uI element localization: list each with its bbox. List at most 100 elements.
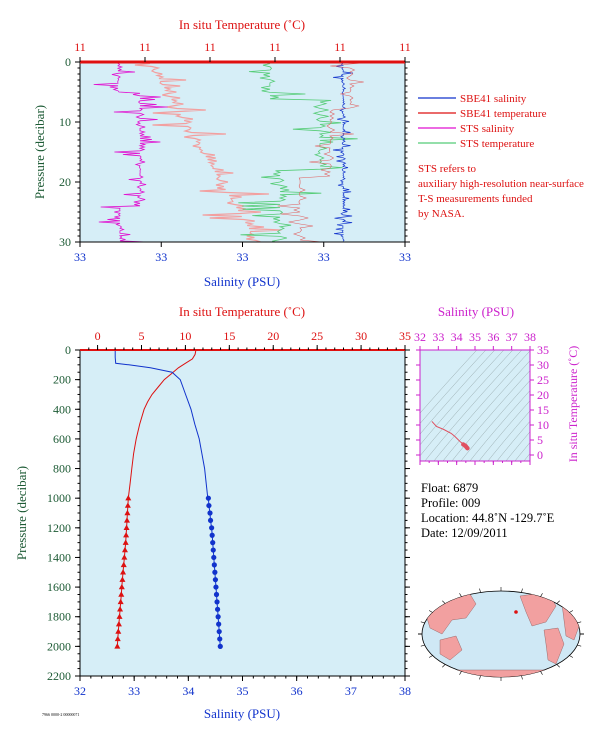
near-surface-xlabel: Salinity (PSU)	[204, 274, 280, 289]
full-profile-y-tick-label: 1400	[47, 550, 71, 564]
ts-density-contour	[487, 410, 530, 461]
ts-profile-point	[465, 446, 470, 451]
sts-note-line: STS refers to	[418, 163, 477, 175]
full-profile-sal-tick-label: 32	[74, 684, 86, 698]
map-frame-tick	[420, 621, 425, 624]
ts-x-tick-label: 32	[414, 330, 426, 344]
ts-y-tick-label: 25	[537, 373, 549, 387]
ts-y-tick-label: 30	[537, 358, 549, 372]
sbe41-temperature-point	[121, 554, 128, 560]
map-frame-ticks	[418, 587, 584, 681]
sbe41-salinity-point	[210, 547, 216, 553]
full-profile-panel: 0200400600800100012001400160018002000220…	[14, 304, 411, 721]
sbe41-salinity-point	[217, 636, 223, 642]
legend-label-sts-salinity: STS salinity	[460, 123, 515, 135]
full-profile-y-tick-label: 1000	[47, 491, 71, 505]
full-profile-temp-tick-label: 20	[267, 329, 279, 343]
full-profile-sal-tick-label: 37	[345, 684, 357, 698]
map-frame-tick	[459, 671, 462, 675]
map-frame-tick	[540, 593, 543, 597]
near-surface-sts-salinity-trace	[93, 62, 168, 242]
near-surface-salmon-trace	[134, 62, 282, 242]
ts-plot-area	[420, 350, 530, 461]
near-surface-bottom-tick-label: 33	[155, 250, 167, 264]
near-surface-top-tick-label: 11	[399, 40, 411, 54]
map-frame-tick	[556, 600, 560, 604]
near-surface-y-tick-label: 20	[59, 175, 71, 189]
sbe41-salinity-point	[209, 532, 215, 538]
ts-traces	[431, 421, 470, 451]
sbe41-temperature-point	[124, 502, 131, 508]
sbe41-temperature-point	[114, 643, 121, 649]
near-surface-bottom-tick-label: 33	[318, 250, 330, 264]
ts-title: Salinity (PSU)	[438, 304, 514, 319]
sbe41-temperature-point	[115, 628, 122, 634]
float-position-marker	[514, 610, 518, 614]
sbe41-temperature-point	[121, 546, 128, 553]
ts-density-contour	[469, 390, 530, 461]
sts-note-line: by NASA.	[418, 208, 465, 220]
sbe41-salinity-point	[214, 599, 220, 605]
near-surface-y-tick-label: 30	[59, 235, 71, 249]
full-profile-sal-tick-label: 36	[291, 684, 303, 698]
near-surface-plot-area	[80, 62, 405, 242]
sbe41-salinity-point	[206, 502, 212, 509]
near-surface-y-tick-label: 10	[59, 115, 71, 129]
near-surface-top-tick-label: 11	[204, 40, 216, 54]
sbe41-temperature-point	[122, 539, 129, 545]
full-profile-ticks: 0200400600800100012001400160018002000220…	[47, 329, 411, 698]
full-profile-y-tick-label: 0	[65, 343, 71, 357]
full-profile-y-tick-label: 1800	[47, 610, 71, 624]
full-profile-plot-area	[80, 350, 405, 676]
near-surface-bottom-tick-label: 33	[74, 250, 86, 264]
ts-x-tick-label: 37	[506, 330, 518, 344]
ts-density-contour	[420, 350, 505, 446]
map-frame-tick	[479, 675, 481, 680]
near-surface-top-tick-label: 11	[139, 40, 151, 54]
sbe41-salinity-point	[205, 495, 211, 501]
near-surface-y-tick-label: 0	[65, 55, 71, 69]
sts-note-line: auxiliary high-resolution near-surface	[418, 178, 584, 190]
ts-density-contours	[420, 350, 530, 461]
map-frame-tick	[521, 675, 523, 680]
map-frame-tick	[428, 655, 433, 658]
near-surface-title: In situ Temperature (˚C)	[179, 17, 305, 32]
full-profile-traces	[114, 350, 223, 649]
full-profile-sal-tick-label: 34	[182, 684, 194, 698]
ts-density-contour	[424, 350, 523, 461]
sbe41-temperature-point	[120, 569, 127, 575]
sbe41-salinity-point	[210, 540, 216, 546]
float-location: Location: 44.8˚N -129.7˚E	[421, 511, 555, 525]
sbe41-salinity-point	[213, 591, 220, 598]
sbe41-salinity-point	[212, 569, 218, 575]
full-profile-y-tick-label: 2200	[47, 669, 71, 683]
world-map	[418, 587, 584, 681]
full-profile-temp-tick-label: 30	[355, 329, 367, 343]
full-profile-y-tick-label: 600	[53, 432, 71, 446]
full-profile-temp-tick-label: 15	[223, 329, 235, 343]
full-profile-temp-tick-label: 0	[95, 329, 101, 343]
ts-x-tick-label: 33	[432, 330, 444, 344]
ts-density-contour	[523, 453, 530, 461]
legend-entry-sts-salinity: STS salinity	[418, 123, 515, 135]
ts-density-contour	[460, 380, 530, 461]
sbe41-temperature-point	[118, 583, 125, 590]
sbe41-salinity-point	[211, 554, 217, 561]
ts-y-tick-label: 15	[537, 403, 549, 417]
near-surface-top-tick-label: 11	[74, 40, 86, 54]
full-profile-y-tick-label: 400	[53, 402, 71, 416]
map-frame-tick	[442, 664, 446, 668]
sbe41-temperature-point	[125, 494, 132, 501]
ts-density-contour	[420, 350, 514, 457]
legend-entry-sbe41-salinity: SBE41 salinity	[418, 93, 527, 105]
near-surface-sbe41-salinity-trace	[332, 62, 353, 242]
ts-x-tick-label: 36	[487, 330, 499, 344]
sbe41-salinity-point	[212, 577, 219, 583]
full-profile-y-tick-label: 2000	[47, 639, 71, 653]
sbe41-temperature-point	[119, 576, 126, 582]
sbe41-salinity-point	[215, 614, 221, 620]
legend-label-sbe41-temperature: SBE41 temperature	[460, 108, 547, 120]
